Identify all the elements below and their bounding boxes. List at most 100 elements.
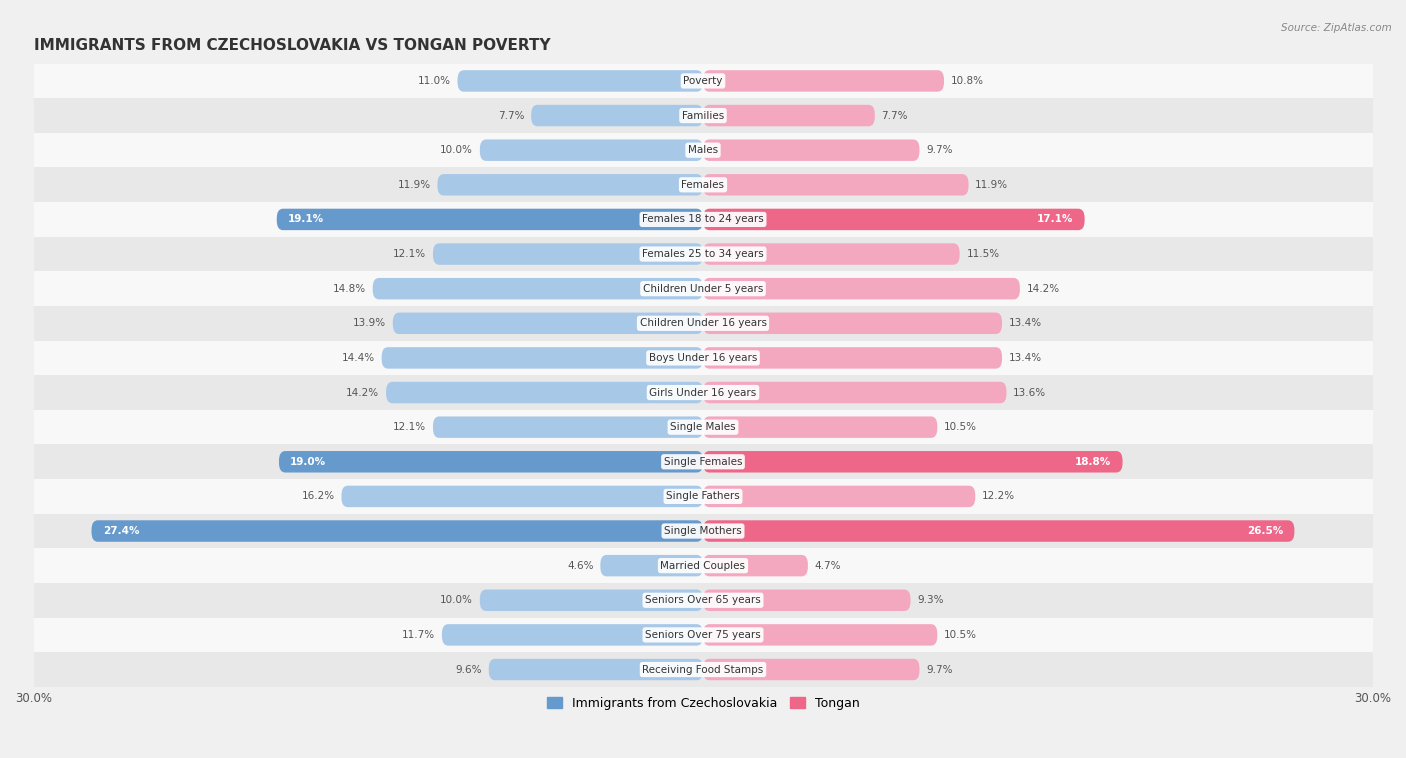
Text: 13.4%: 13.4% xyxy=(1008,318,1042,328)
Text: 11.5%: 11.5% xyxy=(966,249,1000,259)
FancyBboxPatch shape xyxy=(703,208,1084,230)
FancyBboxPatch shape xyxy=(34,375,1372,410)
FancyBboxPatch shape xyxy=(703,624,938,646)
Text: 11.9%: 11.9% xyxy=(398,180,430,190)
Legend: Immigrants from Czechoslovakia, Tongan: Immigrants from Czechoslovakia, Tongan xyxy=(541,692,865,715)
FancyBboxPatch shape xyxy=(531,105,703,127)
FancyBboxPatch shape xyxy=(34,202,1372,236)
FancyBboxPatch shape xyxy=(479,139,703,161)
FancyBboxPatch shape xyxy=(703,139,920,161)
Text: 9.7%: 9.7% xyxy=(927,665,953,675)
Text: 10.5%: 10.5% xyxy=(943,630,977,640)
Text: 10.8%: 10.8% xyxy=(950,76,984,86)
FancyBboxPatch shape xyxy=(387,382,703,403)
FancyBboxPatch shape xyxy=(91,520,703,542)
Text: IMMIGRANTS FROM CZECHOSLOVAKIA VS TONGAN POVERTY: IMMIGRANTS FROM CZECHOSLOVAKIA VS TONGAN… xyxy=(34,38,550,53)
FancyBboxPatch shape xyxy=(703,520,1295,542)
Text: Single Females: Single Females xyxy=(664,457,742,467)
Text: 12.1%: 12.1% xyxy=(394,249,426,259)
Text: Single Fathers: Single Fathers xyxy=(666,491,740,501)
Text: 14.2%: 14.2% xyxy=(1026,283,1060,293)
FancyBboxPatch shape xyxy=(34,271,1372,306)
FancyBboxPatch shape xyxy=(34,99,1372,133)
Text: 9.7%: 9.7% xyxy=(927,146,953,155)
Text: Children Under 5 years: Children Under 5 years xyxy=(643,283,763,293)
Text: Females: Females xyxy=(682,180,724,190)
Text: Seniors Over 65 years: Seniors Over 65 years xyxy=(645,595,761,606)
FancyBboxPatch shape xyxy=(34,306,1372,340)
Text: Boys Under 16 years: Boys Under 16 years xyxy=(648,353,758,363)
Text: 17.1%: 17.1% xyxy=(1038,215,1073,224)
Text: Receiving Food Stamps: Receiving Food Stamps xyxy=(643,665,763,675)
FancyBboxPatch shape xyxy=(34,168,1372,202)
FancyBboxPatch shape xyxy=(34,652,1372,687)
FancyBboxPatch shape xyxy=(34,583,1372,618)
Text: 12.1%: 12.1% xyxy=(394,422,426,432)
Text: 13.6%: 13.6% xyxy=(1014,387,1046,397)
FancyBboxPatch shape xyxy=(703,486,976,507)
FancyBboxPatch shape xyxy=(277,208,703,230)
FancyBboxPatch shape xyxy=(392,312,703,334)
Text: 11.9%: 11.9% xyxy=(976,180,1008,190)
Text: 9.6%: 9.6% xyxy=(456,665,482,675)
FancyBboxPatch shape xyxy=(703,555,808,576)
Text: 14.4%: 14.4% xyxy=(342,353,375,363)
FancyBboxPatch shape xyxy=(703,451,1122,472)
Text: Single Mothers: Single Mothers xyxy=(664,526,742,536)
Text: Source: ZipAtlas.com: Source: ZipAtlas.com xyxy=(1281,23,1392,33)
Text: Girls Under 16 years: Girls Under 16 years xyxy=(650,387,756,397)
FancyBboxPatch shape xyxy=(34,236,1372,271)
FancyBboxPatch shape xyxy=(600,555,703,576)
FancyBboxPatch shape xyxy=(34,548,1372,583)
Text: 27.4%: 27.4% xyxy=(103,526,139,536)
FancyBboxPatch shape xyxy=(437,174,703,196)
FancyBboxPatch shape xyxy=(34,444,1372,479)
Text: Females 18 to 24 years: Females 18 to 24 years xyxy=(643,215,763,224)
FancyBboxPatch shape xyxy=(703,416,938,438)
Text: 11.7%: 11.7% xyxy=(402,630,436,640)
Text: 7.7%: 7.7% xyxy=(498,111,524,121)
FancyBboxPatch shape xyxy=(381,347,703,368)
FancyBboxPatch shape xyxy=(433,243,703,265)
Text: 18.8%: 18.8% xyxy=(1076,457,1111,467)
FancyBboxPatch shape xyxy=(703,70,943,92)
Text: 10.0%: 10.0% xyxy=(440,595,474,606)
FancyBboxPatch shape xyxy=(703,278,1019,299)
Text: 13.4%: 13.4% xyxy=(1008,353,1042,363)
Text: Families: Families xyxy=(682,111,724,121)
FancyBboxPatch shape xyxy=(34,64,1372,99)
FancyBboxPatch shape xyxy=(34,514,1372,548)
FancyBboxPatch shape xyxy=(703,382,1007,403)
Text: 7.7%: 7.7% xyxy=(882,111,908,121)
Text: Females 25 to 34 years: Females 25 to 34 years xyxy=(643,249,763,259)
Text: Single Males: Single Males xyxy=(671,422,735,432)
Text: 19.1%: 19.1% xyxy=(288,215,323,224)
Text: 12.2%: 12.2% xyxy=(981,491,1015,501)
Text: 9.3%: 9.3% xyxy=(917,595,943,606)
FancyBboxPatch shape xyxy=(278,451,703,472)
FancyBboxPatch shape xyxy=(34,479,1372,514)
Text: 16.2%: 16.2% xyxy=(302,491,335,501)
Text: 26.5%: 26.5% xyxy=(1247,526,1284,536)
Text: 10.5%: 10.5% xyxy=(943,422,977,432)
FancyBboxPatch shape xyxy=(433,416,703,438)
Text: Seniors Over 75 years: Seniors Over 75 years xyxy=(645,630,761,640)
Text: Children Under 16 years: Children Under 16 years xyxy=(640,318,766,328)
FancyBboxPatch shape xyxy=(703,243,960,265)
Text: 14.2%: 14.2% xyxy=(346,387,380,397)
Text: 4.6%: 4.6% xyxy=(567,561,593,571)
Text: 19.0%: 19.0% xyxy=(290,457,326,467)
FancyBboxPatch shape xyxy=(489,659,703,680)
Text: 4.7%: 4.7% xyxy=(814,561,841,571)
FancyBboxPatch shape xyxy=(34,340,1372,375)
Text: 11.0%: 11.0% xyxy=(418,76,451,86)
FancyBboxPatch shape xyxy=(703,347,1002,368)
FancyBboxPatch shape xyxy=(703,174,969,196)
FancyBboxPatch shape xyxy=(34,410,1372,444)
Text: 10.0%: 10.0% xyxy=(440,146,474,155)
Text: 13.9%: 13.9% xyxy=(353,318,387,328)
Text: Males: Males xyxy=(688,146,718,155)
Text: 14.8%: 14.8% xyxy=(333,283,366,293)
FancyBboxPatch shape xyxy=(373,278,703,299)
Text: Poverty: Poverty xyxy=(683,76,723,86)
